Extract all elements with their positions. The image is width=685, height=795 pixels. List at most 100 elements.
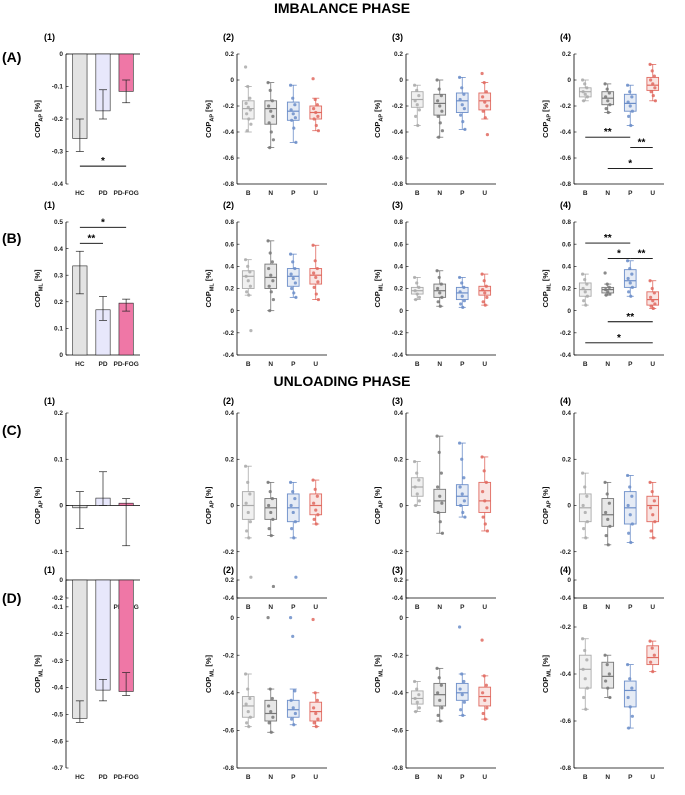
y-tick-label: -0.5 xyxy=(52,711,64,718)
data-point xyxy=(460,693,464,697)
data-point xyxy=(243,464,248,468)
data-point xyxy=(435,78,439,82)
data-point xyxy=(585,282,589,286)
data-point xyxy=(649,90,653,94)
data-point xyxy=(607,672,611,676)
data-point xyxy=(604,533,608,538)
y-tick-label: 0 xyxy=(399,615,403,622)
data-point xyxy=(412,679,417,684)
data-point xyxy=(291,510,295,515)
y-tick-label: -0.2 xyxy=(223,103,235,110)
panels-group: (1) COPAP [%] -0.4 -0.3 -0.2 -0.1 0 HC PD PD-FOG *… xyxy=(33,32,664,781)
box-u xyxy=(478,481,492,513)
data-point xyxy=(608,292,612,296)
data-point xyxy=(315,266,319,271)
data-point xyxy=(248,492,252,496)
data-point xyxy=(316,297,321,302)
data-point xyxy=(485,104,489,108)
data-point xyxy=(583,510,587,515)
data-point xyxy=(627,290,631,294)
data-point xyxy=(269,710,273,714)
data-point xyxy=(604,293,608,297)
data-point xyxy=(292,291,296,295)
y-tick-label: 0 xyxy=(59,352,63,359)
data-point xyxy=(314,725,318,729)
x-tick-label: PD xyxy=(98,361,107,368)
y-tick-label: -0.4 xyxy=(560,595,572,602)
data-point xyxy=(653,86,657,90)
data-point xyxy=(604,288,608,292)
data-point xyxy=(649,304,653,308)
data-point xyxy=(649,660,653,664)
data-point xyxy=(413,485,417,489)
y-tick-label: 0.2 xyxy=(394,286,403,293)
data-point xyxy=(439,683,443,687)
y-axis-label: COPML [%] xyxy=(373,269,385,307)
data-point xyxy=(439,94,443,98)
data-point xyxy=(293,266,297,271)
data-point xyxy=(244,702,248,706)
data-point xyxy=(268,146,272,150)
data-point xyxy=(246,480,250,484)
data-point xyxy=(289,108,293,112)
data-point xyxy=(463,515,467,519)
y-tick-label: -0.4 xyxy=(223,595,235,602)
data-point xyxy=(413,99,417,103)
data-point xyxy=(606,517,610,521)
x-tick-label: B xyxy=(583,604,588,611)
data-point xyxy=(269,730,273,734)
panel-label: (1) xyxy=(44,32,55,42)
data-point xyxy=(440,531,445,535)
data-point xyxy=(480,455,484,459)
y-tick-label: 0 xyxy=(59,503,63,510)
data-point xyxy=(462,700,466,704)
y-tick-label: -0.2 xyxy=(560,624,572,631)
data-point xyxy=(415,281,419,285)
data-point xyxy=(311,617,315,622)
data-point xyxy=(244,101,248,105)
y-tick-label: 0 xyxy=(230,308,234,315)
data-point xyxy=(412,275,417,280)
significance-label: ** xyxy=(638,249,646,260)
data-point xyxy=(626,100,630,104)
x-tick-label: B xyxy=(246,361,251,368)
data-point xyxy=(314,522,318,526)
data-point xyxy=(413,696,417,701)
x-tick-label: U xyxy=(313,190,318,197)
data-point xyxy=(267,284,271,288)
x-tick-label: PD-FOG xyxy=(113,774,138,781)
y-tick-label: -0.7 xyxy=(52,765,64,772)
x-tick-label: P xyxy=(460,774,465,781)
data-point xyxy=(585,294,589,298)
x-tick-label: P xyxy=(291,604,296,611)
data-point xyxy=(271,279,275,283)
data-point xyxy=(315,698,319,702)
y-axis-label: COPAP [%] xyxy=(204,100,216,138)
data-point xyxy=(460,281,464,285)
data-point xyxy=(413,289,417,293)
data-point xyxy=(436,691,440,695)
y-tick-label: -0.8 xyxy=(392,181,404,188)
data-point xyxy=(481,109,485,113)
panel-label: (1) xyxy=(44,396,55,406)
data-point xyxy=(417,94,421,98)
data-point xyxy=(314,123,318,128)
panel-label: (4) xyxy=(560,32,571,42)
y-tick-label: -0.6 xyxy=(560,155,572,162)
data-point xyxy=(271,715,275,719)
y-axis-label: COPAP [%] xyxy=(541,486,553,524)
data-point xyxy=(484,284,488,288)
data-point xyxy=(312,285,316,289)
x-tick-label: U xyxy=(313,774,318,781)
data-point xyxy=(440,295,444,299)
imbalance-phase-title: IMBALANCE PHASE xyxy=(274,0,410,16)
data-point xyxy=(316,717,320,721)
data-point xyxy=(439,282,443,286)
panel-label: (4) xyxy=(560,396,571,406)
data-point xyxy=(653,520,657,524)
data-point xyxy=(248,715,252,719)
y-tick-label: 0.5 xyxy=(54,219,63,226)
data-point xyxy=(291,634,295,639)
x-tick-label: U xyxy=(650,604,655,611)
data-point xyxy=(266,81,270,85)
